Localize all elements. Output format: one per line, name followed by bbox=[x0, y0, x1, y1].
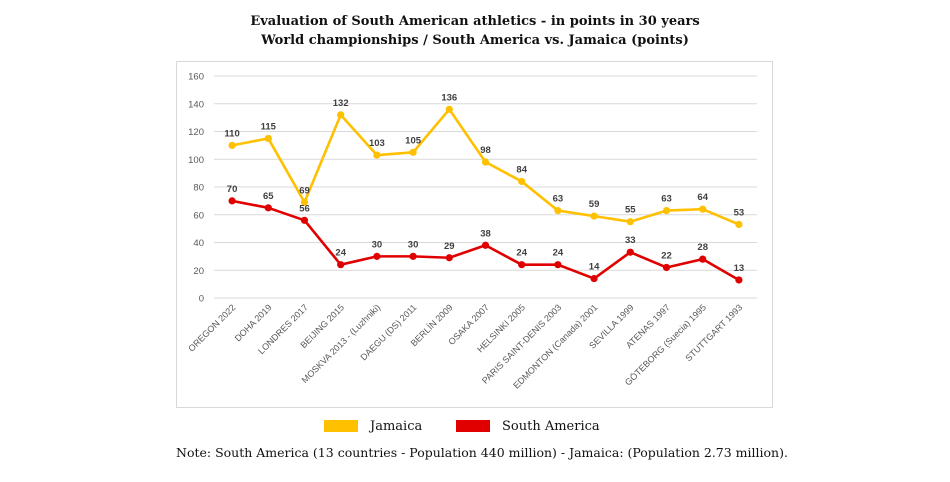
data-label-jamaica: 63 bbox=[553, 194, 564, 205]
data-label-south-america: 38 bbox=[480, 228, 491, 239]
chart-title: Evaluation of South American athletics -… bbox=[250, 14, 700, 29]
data-point-jamaica bbox=[626, 218, 634, 226]
data-label-jamaica: 136 bbox=[441, 92, 457, 103]
chart-subtitle: World championships / South America vs. … bbox=[261, 33, 689, 48]
data-label-jamaica: 53 bbox=[734, 207, 745, 218]
data-point-south-america bbox=[481, 241, 490, 249]
data-point-south-america bbox=[228, 197, 236, 205]
legend-label-jamaica: Jamaica bbox=[370, 418, 423, 434]
data-label-jamaica: 59 bbox=[589, 199, 600, 210]
data-label-south-america: 65 bbox=[263, 191, 274, 202]
data-label-south-america: 56 bbox=[299, 203, 310, 214]
data-label-south-america: 22 bbox=[661, 250, 672, 261]
data-label-south-america: 29 bbox=[444, 241, 455, 252]
y-tick-label: 20 bbox=[193, 266, 204, 277]
y-tick-label: 160 bbox=[188, 72, 204, 83]
data-point-south-america bbox=[300, 216, 309, 224]
data-label-jamaica: 110 bbox=[224, 128, 239, 139]
data-point-south-america bbox=[518, 261, 526, 269]
data-label-south-america: 24 bbox=[516, 248, 527, 259]
legend-item-jamaica: Jamaica bbox=[324, 416, 422, 436]
data-point-jamaica bbox=[373, 151, 381, 159]
data-point-jamaica bbox=[409, 148, 417, 156]
data-point-south-america bbox=[337, 261, 345, 269]
legend-label-south-america: South America bbox=[502, 418, 600, 434]
data-label-jamaica: 84 bbox=[516, 164, 527, 175]
data-label-south-america: 30 bbox=[372, 239, 383, 250]
data-point-jamaica bbox=[481, 158, 490, 166]
data-label-south-america: 70 bbox=[227, 184, 238, 195]
data-label-jamaica: 105 bbox=[405, 135, 422, 146]
y-tick-label: 140 bbox=[188, 99, 204, 110]
y-tick-label: 100 bbox=[188, 155, 204, 166]
data-point-jamaica bbox=[445, 105, 453, 113]
legend-swatch-south-america bbox=[456, 420, 490, 432]
y-tick-label: 80 bbox=[193, 183, 204, 194]
data-label-jamaica: 69 bbox=[299, 185, 310, 196]
data-label-south-america: 24 bbox=[553, 248, 564, 259]
data-point-south-america bbox=[409, 252, 417, 260]
y-tick-label: 60 bbox=[193, 210, 204, 221]
legend-swatch-jamaica bbox=[324, 420, 358, 432]
data-point-south-america bbox=[445, 254, 453, 262]
data-label-jamaica: 98 bbox=[480, 145, 491, 156]
data-label-south-america: 14 bbox=[589, 262, 600, 273]
y-tick-label: 120 bbox=[188, 127, 204, 138]
x-tick-label: OREGON 2022 bbox=[186, 302, 237, 353]
data-point-south-america bbox=[590, 274, 598, 283]
data-point-jamaica bbox=[735, 220, 743, 229]
data-point-south-america bbox=[554, 261, 562, 269]
data-point-jamaica bbox=[300, 198, 309, 206]
data-point-south-america bbox=[264, 204, 272, 212]
data-point-jamaica bbox=[554, 206, 562, 215]
data-label-jamaica: 103 bbox=[369, 138, 385, 149]
data-label-jamaica: 55 bbox=[625, 205, 636, 216]
y-tick-label: 40 bbox=[193, 238, 204, 249]
data-label-jamaica: 115 bbox=[261, 121, 277, 132]
data-point-jamaica bbox=[662, 206, 671, 215]
data-label-south-america: 33 bbox=[625, 235, 636, 246]
footnote: Note: South America (13 countries - Popu… bbox=[176, 445, 788, 460]
data-label-south-america: 28 bbox=[697, 242, 708, 253]
data-point-jamaica bbox=[228, 141, 236, 149]
data-point-south-america bbox=[735, 276, 743, 284]
data-label-jamaica: 132 bbox=[333, 98, 349, 109]
data-point-jamaica bbox=[264, 134, 272, 143]
data-point-south-america bbox=[699, 255, 707, 263]
data-point-jamaica bbox=[518, 177, 526, 186]
data-point-jamaica bbox=[590, 212, 598, 220]
data-label-south-america: 24 bbox=[335, 248, 346, 259]
data-point-jamaica bbox=[337, 111, 345, 119]
data-label-jamaica: 63 bbox=[661, 194, 672, 205]
data-label-south-america: 13 bbox=[734, 263, 745, 274]
data-point-south-america bbox=[662, 263, 671, 272]
chart-frame bbox=[176, 61, 773, 408]
data-point-south-america bbox=[373, 252, 381, 260]
y-tick-label: 0 bbox=[199, 294, 204, 305]
legend-item-south-america: South America bbox=[456, 416, 600, 436]
data-point-jamaica bbox=[699, 205, 707, 213]
data-label-jamaica: 64 bbox=[697, 192, 708, 203]
data-label-south-america: 30 bbox=[408, 239, 419, 250]
data-point-south-america bbox=[626, 248, 634, 256]
